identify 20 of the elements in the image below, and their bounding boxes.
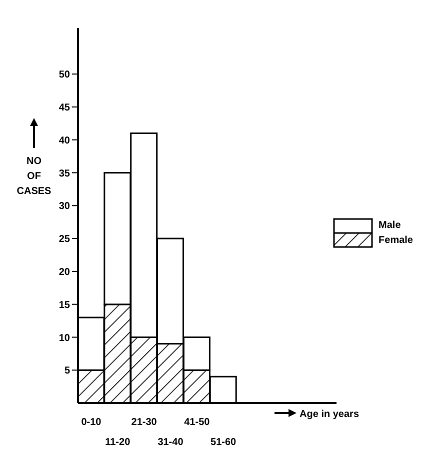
y-tick-label: 50	[58, 70, 70, 81]
y-tick-label: 30	[58, 201, 70, 212]
x-tick-label: 21-30	[131, 417, 158, 428]
text: Age in years	[300, 409, 360, 420]
y-axis-title: NO OF CASES	[16, 155, 52, 199]
y-tick-label: 5	[64, 366, 70, 377]
legend-label: Male	[378, 220, 401, 231]
x-tick-label: 31-40	[158, 437, 184, 448]
y-tick-label: 10	[58, 332, 70, 344]
y-tick-label: 15	[58, 300, 70, 311]
legend-label: Female	[378, 235, 413, 246]
y-tick-label: 45	[58, 102, 70, 114]
y-tick-label: 40	[58, 135, 70, 146]
x-tick-label: 11-20	[105, 437, 131, 448]
y-tick-label: 25	[58, 234, 70, 246]
y-tick-label: 35	[58, 168, 70, 180]
x-tick-label: 0-10	[81, 417, 102, 428]
y-tick-label: 20	[58, 266, 70, 278]
x-tick-label: 41-50	[184, 417, 210, 428]
x-tick-label: 51-60	[210, 437, 237, 448]
